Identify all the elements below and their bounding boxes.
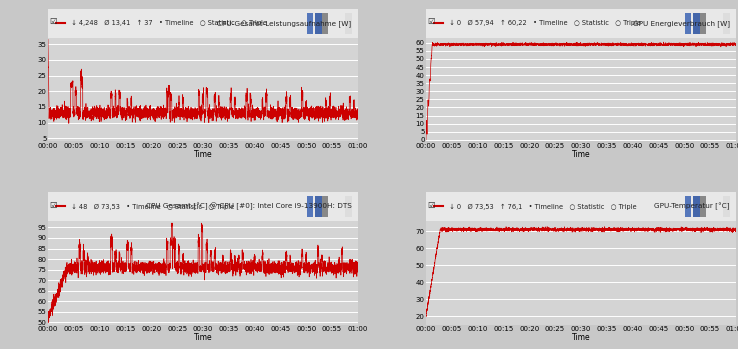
Text: ☑: ☑ <box>427 17 435 27</box>
FancyBboxPatch shape <box>723 13 730 34</box>
X-axis label: Time: Time <box>571 150 590 159</box>
Text: ☑: ☑ <box>49 200 57 209</box>
FancyBboxPatch shape <box>693 196 700 217</box>
Text: ↓ 4,248   Ø 13,41   ↑ 37   • Timeline   ○ Statistic   ○ Triple: ↓ 4,248 Ø 13,41 ↑ 37 • Timeline ○ Statis… <box>66 20 266 27</box>
Text: GPU-Temperatur [°C]: GPU-Temperatur [°C] <box>654 203 730 210</box>
Text: ☑: ☑ <box>427 200 435 209</box>
X-axis label: Time: Time <box>571 333 590 342</box>
FancyBboxPatch shape <box>345 13 352 34</box>
X-axis label: Time: Time <box>193 333 213 342</box>
X-axis label: Time: Time <box>193 150 213 159</box>
FancyBboxPatch shape <box>685 196 692 217</box>
FancyBboxPatch shape <box>322 13 328 34</box>
Text: CPU-Gesamt-Leistungsaufnahme [W]: CPU-Gesamt-Leistungsaufnahme [W] <box>218 20 351 27</box>
Text: ↓ 48   Ø 73,53   • Timeline   ○ Statistic   ○ Triple: ↓ 48 Ø 73,53 • Timeline ○ Statistic ○ Tr… <box>66 203 234 209</box>
FancyBboxPatch shape <box>700 13 706 34</box>
Text: CPU Gesamt [°C] @ CPU [#0]: Intel Core i9-13900H: DTS: CPU Gesamt [°C] @ CPU [#0]: Intel Core i… <box>145 203 351 210</box>
FancyBboxPatch shape <box>723 196 730 217</box>
FancyBboxPatch shape <box>693 13 700 34</box>
Text: GPU Energieverbrauch [W]: GPU Energieverbrauch [W] <box>632 20 730 27</box>
FancyBboxPatch shape <box>685 13 692 34</box>
FancyBboxPatch shape <box>700 196 706 217</box>
FancyBboxPatch shape <box>307 13 314 34</box>
Text: ↓ 0   Ø 57,94   ↑ 60,22   • Timeline   ○ Statistic   ○ Triple: ↓ 0 Ø 57,94 ↑ 60,22 • Timeline ○ Statist… <box>444 20 641 27</box>
FancyBboxPatch shape <box>315 196 322 217</box>
FancyBboxPatch shape <box>307 196 314 217</box>
FancyBboxPatch shape <box>322 196 328 217</box>
Text: ↓ 0   Ø 73,53   ↑ 76,1   • Timeline   ○ Statistic   ○ Triple: ↓ 0 Ø 73,53 ↑ 76,1 • Timeline ○ Statisti… <box>444 203 636 209</box>
Text: ☑: ☑ <box>49 17 57 27</box>
FancyBboxPatch shape <box>345 196 352 217</box>
FancyBboxPatch shape <box>315 13 322 34</box>
